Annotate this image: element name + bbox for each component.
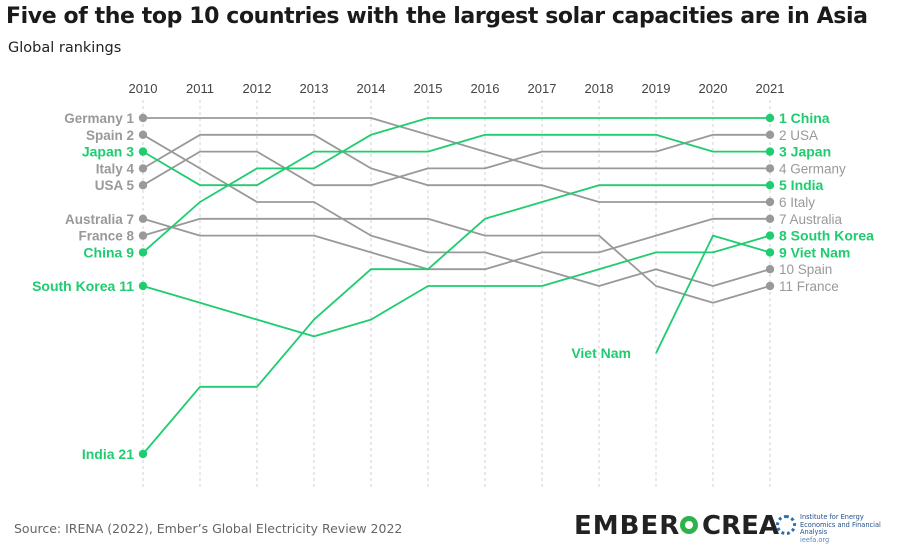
- ieefa-logo: Institute for Energy Economics and Finan…: [800, 513, 900, 544]
- end-dot-viet-nam: [765, 248, 775, 257]
- end-dot-china: [765, 113, 775, 123]
- series-line-viet-nam: [655, 234, 771, 354]
- end-label-italy: 6 Italy: [779, 195, 815, 210]
- series-line-china: [142, 117, 770, 254]
- crea-logo: CREA: [702, 511, 779, 541]
- series-line-japan: [142, 133, 770, 187]
- end-dot-south-korea: [765, 231, 775, 240]
- series-line-india: [142, 184, 770, 455]
- ieefa-logo-mark: [776, 515, 796, 535]
- start-label-viet-nam: Viet Nam: [571, 345, 631, 361]
- year-label-2012: 2012: [243, 81, 272, 96]
- start-label-usa: USA 5: [95, 178, 135, 193]
- year-label-2015: 2015: [414, 81, 443, 96]
- year-label-2016: 2016: [471, 81, 500, 96]
- end-dot-france: [765, 281, 775, 291]
- ieefa-name: Institute for Energy Economics and Finan…: [800, 513, 881, 536]
- year-label-2018: 2018: [585, 81, 614, 96]
- start-dot-spain: [138, 130, 148, 139]
- start-label-china: China 9: [83, 244, 134, 260]
- series-line-spain: [142, 134, 771, 287]
- end-label-india: 5 India: [779, 177, 824, 193]
- end-dot-usa: [765, 130, 775, 139]
- end-label-viet-nam: 9 Viet Nam: [779, 244, 850, 260]
- end-dot-japan: [765, 147, 775, 156]
- year-label-2019: 2019: [642, 81, 671, 96]
- start-label-south-korea: South Korea 11: [32, 278, 134, 294]
- year-label-2020: 2020: [699, 81, 728, 96]
- start-dot-australia: [138, 214, 148, 223]
- logo-strip: EMBER CREA Institute for Energy Economic…: [574, 510, 900, 544]
- series-line-south-korea: [142, 234, 771, 338]
- series-line-usa: [142, 133, 770, 187]
- year-label-2013: 2013: [300, 81, 329, 96]
- start-label-india: India 21: [82, 446, 134, 462]
- start-dot-france: [138, 231, 148, 240]
- end-label-spain: 10 Spain: [779, 262, 832, 277]
- end-label-china: 1 China: [779, 110, 830, 126]
- start-dot-south-korea: [138, 281, 148, 291]
- year-label-2011: 2011: [186, 81, 214, 96]
- chart-title: Five of the top 10 countries with the la…: [6, 4, 868, 29]
- year-label-2017: 2017: [528, 81, 557, 96]
- year-label-2014: 2014: [357, 81, 386, 96]
- end-label-japan: 3 Japan: [779, 144, 831, 160]
- series-line-france: [142, 217, 771, 304]
- start-dot-japan: [138, 147, 148, 156]
- start-dot-india: [138, 449, 148, 459]
- start-dot-usa: [138, 181, 148, 190]
- start-label-australia: Australia 7: [65, 212, 134, 227]
- start-dot-china: [138, 248, 148, 257]
- end-label-germany: 4 Germany: [779, 161, 846, 176]
- start-dot-italy: [138, 164, 148, 173]
- end-label-australia: 7 Australia: [779, 212, 843, 227]
- ieefa-url: ieefa.org: [800, 535, 830, 544]
- source-note: Source: IRENA (2022), Ember’s Global Ele…: [14, 521, 403, 536]
- start-label-italy: Italy 4: [96, 161, 135, 176]
- end-dot-germany: [765, 164, 775, 173]
- chart-subtitle: Global rankings: [8, 40, 122, 56]
- year-label-2021: 2021: [756, 81, 785, 96]
- ember-logo: EMBER: [574, 511, 681, 541]
- crea-logo-mark: [680, 516, 698, 534]
- end-label-france: 11 France: [779, 279, 839, 294]
- start-label-germany: Germany 1: [64, 111, 134, 126]
- end-label-south-korea: 8 South Korea: [779, 228, 874, 244]
- end-dot-italy: [765, 197, 775, 207]
- start-dot-germany: [138, 113, 148, 123]
- end-dot-australia: [765, 214, 775, 223]
- end-dot-spain: [765, 265, 775, 274]
- series-line-australia: [142, 217, 770, 271]
- series-line-italy: [142, 133, 770, 203]
- year-label-2010: 2010: [129, 81, 158, 96]
- start-label-france: France 8: [78, 229, 134, 244]
- start-label-spain: Spain 2: [86, 128, 134, 143]
- start-label-japan: Japan 3: [82, 144, 134, 160]
- end-dot-india: [765, 181, 775, 190]
- end-label-usa: 2 USA: [779, 128, 818, 143]
